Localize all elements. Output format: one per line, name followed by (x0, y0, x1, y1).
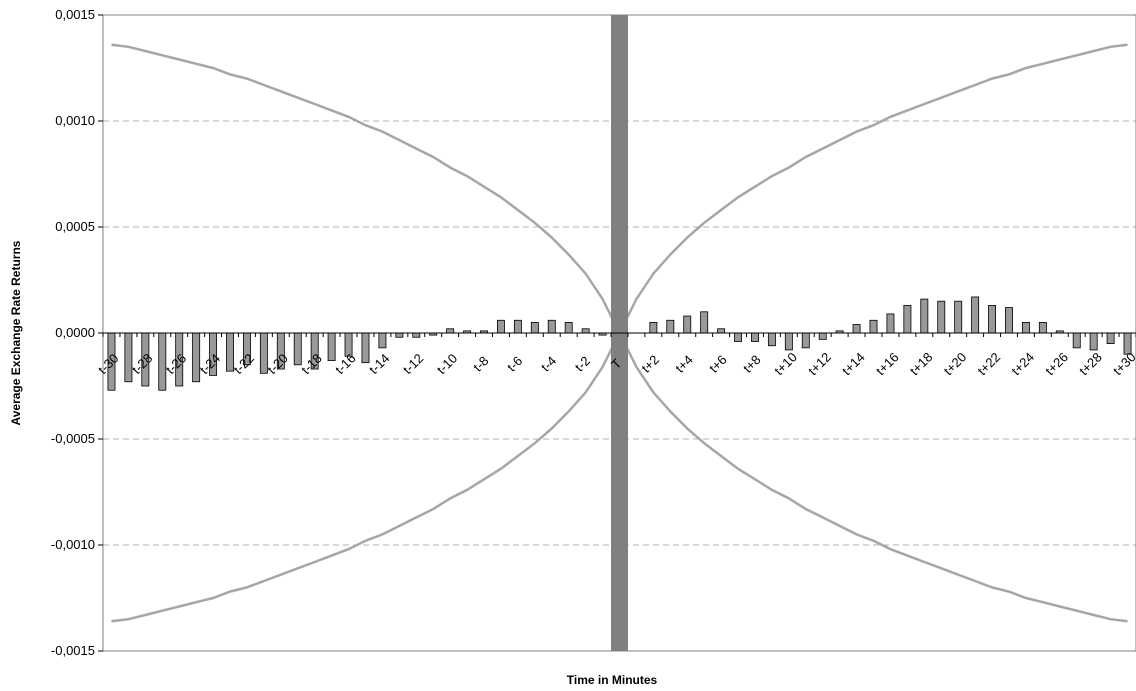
bar (564, 321, 573, 334)
bar (920, 298, 929, 334)
bar (547, 319, 556, 334)
bar (784, 332, 793, 351)
bar (700, 311, 709, 334)
x-axis-title: Time in Minutes (567, 673, 658, 687)
bar (192, 332, 201, 383)
y-tick-labels: 0,0015 0,0010 0,0005 0,0000 -0,0005 -0,0010 -0… (51, 7, 95, 658)
x-tick-label: t+28 (1076, 349, 1105, 378)
confidence-bounds (111, 43, 1128, 623)
x-tick-label: t-12 (400, 351, 426, 377)
confidence-bound-line (111, 43, 621, 334)
x-tick-label: t+14 (839, 349, 868, 378)
x-tick-label: t-2 (572, 353, 593, 374)
bar (293, 332, 302, 366)
bar (818, 332, 827, 340)
confidence-bound-line (618, 332, 1128, 623)
bar (751, 332, 759, 342)
x-tick-label: t-10 (434, 351, 460, 377)
bar (852, 324, 861, 334)
x-tick-label: t+2 (638, 352, 662, 376)
bar (327, 332, 336, 361)
x-tick-label: t-22 (231, 351, 257, 377)
bar (903, 305, 912, 334)
y-tick-label: -0,0010 (51, 537, 95, 552)
bar (869, 319, 878, 334)
x-tick-label: t+16 (873, 349, 902, 378)
x-tick-label: t+4 (672, 352, 696, 376)
x-tick-label: t+20 (941, 349, 970, 378)
bar (158, 332, 167, 391)
bar (971, 296, 980, 334)
bar (395, 332, 404, 338)
bar (649, 321, 658, 334)
x-tick-label: t-6 (504, 353, 525, 374)
bar (1072, 332, 1081, 349)
bar (446, 328, 455, 334)
bar (1038, 321, 1047, 334)
y-tick-label: 0,0005 (55, 219, 95, 234)
bar (937, 300, 946, 334)
bar (886, 313, 895, 334)
bar (954, 300, 963, 334)
x-tick-label: t+10 (771, 349, 800, 378)
bar (734, 332, 742, 342)
x-tick-label: t+18 (907, 349, 936, 378)
x-tick-label: t-16 (332, 351, 358, 377)
x-tick-label: t-14 (366, 351, 392, 377)
bar (412, 332, 421, 338)
x-tick-label: t-18 (298, 351, 324, 377)
bar (378, 332, 387, 349)
bar (361, 332, 370, 364)
x-tick-label: t+12 (805, 349, 834, 378)
confidence-bound-line (618, 43, 1128, 334)
grid (103, 120, 1136, 546)
bar (497, 319, 505, 334)
x-tick-label: t-30 (95, 351, 121, 377)
axes (98, 14, 1136, 652)
x-tick-label: t+8 (740, 352, 764, 376)
confidence-bound-line (111, 332, 621, 623)
x-tick-label: t+22 (975, 349, 1004, 378)
x-tick-label: t+6 (706, 352, 730, 376)
bar (1021, 321, 1030, 334)
bar (581, 328, 590, 334)
bar (666, 319, 675, 334)
bar (801, 332, 810, 349)
x-tick-label: t+30 (1110, 349, 1136, 378)
x-tick-label: t-28 (129, 351, 155, 377)
bar (717, 328, 726, 334)
bar (1005, 307, 1013, 334)
y-tick-label: 0,0015 (55, 7, 95, 22)
x-tick-label: t-8 (470, 353, 491, 374)
bar (513, 319, 522, 334)
bar (1089, 332, 1098, 351)
x-tick-label: t-24 (197, 351, 223, 377)
bar (124, 332, 133, 383)
y-tick-label: -0,0015 (51, 643, 95, 658)
bar (683, 315, 692, 334)
bar (988, 305, 997, 334)
bar (530, 321, 539, 334)
x-tick-label: t-20 (264, 351, 290, 377)
y-tick-label: 0,0010 (55, 113, 95, 128)
bar (1106, 332, 1115, 344)
x-tick-label: t+26 (1042, 349, 1071, 378)
y-tick-label: 0,0000 (55, 325, 95, 340)
bar (767, 332, 776, 347)
x-tick-label: t-26 (163, 351, 189, 377)
x-tick-label: t-4 (538, 353, 559, 374)
x-tick-label: t+24 (1008, 349, 1037, 378)
y-tick-label: -0,0005 (51, 431, 95, 446)
y-axis-title: Average Exchange Rate Returns (9, 240, 23, 425)
